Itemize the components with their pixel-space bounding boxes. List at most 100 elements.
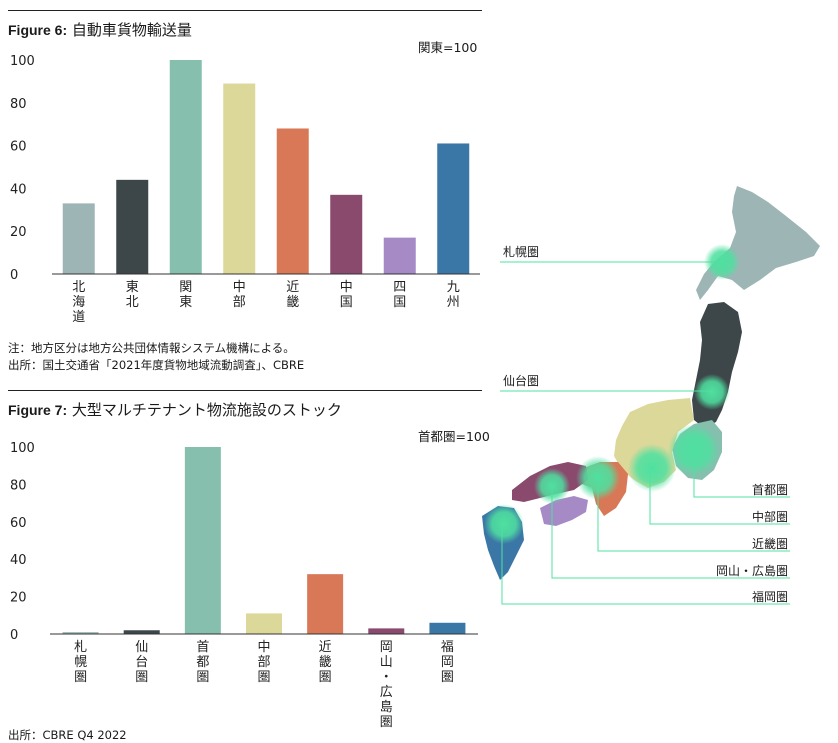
fig6-x-tick-2-char-1: 東 bbox=[179, 294, 192, 310]
figure7-title-text: 大型マルチテナント物流施設のストック bbox=[71, 401, 342, 419]
label-kinki: 近畿圏 bbox=[752, 537, 788, 551]
fig6-y-tick-2: 40 bbox=[10, 182, 27, 197]
fig7-bar-3 bbox=[246, 613, 282, 634]
fig7-bar-6 bbox=[429, 622, 466, 634]
figure6-title: Figure 6: 自動車貨物輸送量 bbox=[8, 19, 192, 40]
fig7-bar-4 bbox=[307, 574, 344, 634]
fig6-x-tick-1-char-1: 北 bbox=[126, 295, 139, 310]
fig7-x-tick-6-char-1: 岡 bbox=[441, 655, 454, 670]
leader-okayama-hiroshima bbox=[551, 486, 790, 579]
fig6-bar-3 bbox=[223, 83, 256, 274]
fig7-x-tick-4-char-1: 畿 bbox=[319, 655, 332, 670]
fig7-x-tick-5-char-1: 山 bbox=[380, 655, 393, 670]
fig7-x-tick-2-char-0: 首 bbox=[196, 640, 209, 655]
fig6-bar-1 bbox=[116, 179, 149, 274]
hub-chubu bbox=[628, 444, 676, 492]
fig6-x-tick-3-char-1: 部 bbox=[233, 295, 246, 310]
figure7-source: 出所：CBRE Q4 2022 bbox=[8, 728, 127, 742]
fig7-y-tick-4: 80 bbox=[10, 478, 27, 493]
fig7-x-tick-5-char-5: 圏 bbox=[380, 715, 393, 730]
fig7-y-tick-1: 20 bbox=[10, 591, 27, 606]
fig6-x-tick-4-char-1: 畿 bbox=[286, 295, 299, 310]
fig6-x-tick-0-char-0: 北 bbox=[72, 280, 85, 295]
fig7-x-tick-5-char-3: 広 bbox=[380, 685, 393, 700]
fig7-x-tick-6-char-2: 圏 bbox=[441, 670, 454, 685]
fig7-bar-1 bbox=[123, 630, 160, 634]
fig6-x-tick-6-char-0: 四 bbox=[393, 280, 406, 295]
fig6-x-tick-7-char-1: 州 bbox=[447, 295, 460, 310]
figure7-title: Figure 7: 大型マルチテナント物流施設のストック bbox=[8, 399, 342, 420]
hub-fukuoka bbox=[484, 504, 524, 544]
figure7-label: Figure 7: bbox=[8, 402, 68, 418]
fig6-x-tick-2-char-0: 関 bbox=[179, 280, 192, 295]
fig6-bar-2 bbox=[169, 60, 202, 274]
fig6-x-tick-3-char-0: 中 bbox=[233, 280, 246, 295]
fig6-bar-4 bbox=[276, 128, 309, 274]
fig7-y-tick-0: 0 bbox=[10, 628, 18, 643]
fig6-bar-7 bbox=[437, 143, 470, 274]
fig6-bar-0 bbox=[62, 203, 95, 274]
fig6-x-tick-4-char-0: 近 bbox=[286, 280, 299, 295]
fig6-y-tick-0: 0 bbox=[10, 268, 18, 283]
label-chubu: 中部圏 bbox=[752, 509, 788, 524]
fig7-bar-0 bbox=[62, 632, 99, 634]
hub-sendai bbox=[694, 374, 730, 410]
label-okayama-hiroshima: 岡山・広島圏 bbox=[716, 563, 788, 578]
fig7-x-tick-2-char-2: 圏 bbox=[196, 670, 209, 685]
fig7-x-tick-3-char-0: 中 bbox=[257, 640, 270, 655]
fig6-y-tick-3: 60 bbox=[10, 140, 27, 155]
fig7-x-tick-5-char-4: 島 bbox=[380, 700, 393, 715]
fig7-x-tick-5-char-0: 岡 bbox=[380, 640, 393, 655]
fig7-y-tick-5: 100 bbox=[10, 441, 35, 456]
fig7-x-tick-0-char-0: 札 bbox=[74, 640, 87, 655]
figure7-index-note: 首都圏=100 bbox=[418, 429, 490, 444]
fig6-x-tick-7-char-0: 九 bbox=[447, 280, 460, 295]
leader-chubu bbox=[649, 468, 790, 525]
fig7-bar-5 bbox=[368, 628, 405, 634]
fig7-x-tick-1-char-1: 台 bbox=[135, 655, 148, 670]
figure6-top-rule bbox=[8, 10, 482, 11]
fig6-y-tick-1: 20 bbox=[10, 225, 27, 240]
fig7-y-tick-2: 40 bbox=[10, 553, 27, 568]
label-shuto: 首都圏 bbox=[752, 483, 788, 497]
figure7-top-rule bbox=[8, 390, 482, 391]
fig6-bar-5 bbox=[330, 194, 363, 274]
fig6-x-tick-1-char-0: 東 bbox=[126, 279, 139, 295]
label-sendai: 仙台圏 bbox=[503, 373, 539, 388]
fig7-x-tick-1-char-2: 圏 bbox=[135, 670, 148, 685]
fig6-y-tick-4: 80 bbox=[10, 97, 27, 112]
fig7-x-tick-3-char-1: 部 bbox=[257, 655, 270, 670]
fig6-x-tick-0-char-2: 道 bbox=[72, 310, 85, 325]
figure6-note: 注：地方区分は地方公共団体情報システム機構による。 bbox=[8, 341, 295, 355]
fig7-x-tick-2-char-1: 都 bbox=[196, 655, 209, 670]
leader-fukuoka bbox=[501, 524, 790, 605]
japan-map: 札幌圏 仙台圏 首都圏 中部圏 近畿圏 岡山・広島圏 福岡圏 bbox=[482, 186, 820, 605]
figure6-label: Figure 6: bbox=[8, 22, 68, 38]
fig7-x-tick-0-char-1: 幌 bbox=[74, 654, 87, 670]
fig7-x-tick-6-char-0: 福 bbox=[441, 640, 454, 655]
fig7-x-tick-1-char-0: 仙 bbox=[135, 640, 148, 655]
fig7-x-tick-4-char-2: 圏 bbox=[319, 670, 332, 685]
fig7-x-tick-5-char-2: ・ bbox=[380, 670, 393, 685]
fig6-x-tick-5-char-1: 国 bbox=[340, 295, 353, 310]
figure6-title-text: 自動車貨物輸送量 bbox=[71, 21, 192, 39]
fig6-x-tick-5-char-0: 中 bbox=[340, 280, 353, 295]
leader-kinki bbox=[597, 478, 790, 552]
fig7-x-tick-3-char-2: 圏 bbox=[257, 670, 270, 685]
fig6-x-tick-0-char-1: 海 bbox=[72, 295, 85, 310]
fig7-x-tick-0-char-2: 圏 bbox=[74, 670, 87, 685]
region-hokkaido bbox=[696, 186, 820, 300]
fig7-x-tick-4-char-0: 近 bbox=[319, 640, 332, 655]
label-fukuoka: 福岡圏 bbox=[752, 589, 788, 604]
fig6-bar-6 bbox=[383, 237, 416, 274]
fig6-x-tick-6-char-1: 国 bbox=[393, 295, 406, 310]
figure6-source: 出所：国土交通省「2021年度貨物地域流動調査」、CBRE bbox=[8, 358, 305, 372]
fig7-bar-2 bbox=[184, 447, 221, 634]
leader-shuto bbox=[693, 450, 790, 498]
fig6-y-tick-5: 100 bbox=[10, 54, 35, 69]
fig7-y-tick-3: 60 bbox=[10, 516, 27, 531]
label-sapporo: 札幌圏 bbox=[503, 244, 539, 259]
figure6-index-note: 関東=100 bbox=[418, 40, 478, 55]
